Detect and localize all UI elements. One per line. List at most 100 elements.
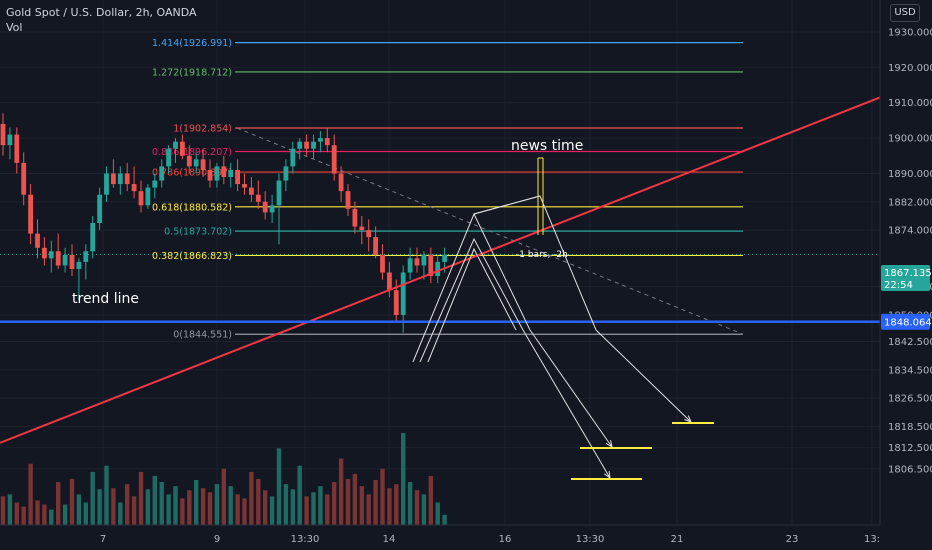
pattern-segment [473, 195, 541, 215]
candle-body [352, 208, 358, 227]
projection-arrow [529, 329, 613, 448]
candle-body [152, 180, 158, 188]
candle-body [276, 180, 282, 206]
volume-bar [200, 488, 206, 525]
candle-body [159, 166, 165, 181]
volume-bar [214, 484, 220, 525]
volume-bar [221, 468, 226, 525]
price-tick-label: 1834.500 [888, 365, 932, 376]
volume-bar [421, 494, 427, 525]
volume-bar [28, 463, 33, 525]
fib-level-label: 1.414(1926.991) [152, 38, 232, 49]
candle-body [373, 237, 378, 255]
time-tick-label: 9 [214, 534, 220, 545]
volume-bars [0, 433, 447, 525]
volume-bar [428, 475, 433, 525]
time-tick-label: 14 [383, 534, 396, 545]
volume-bar [42, 504, 47, 525]
candle-body [55, 251, 61, 266]
candle-body [311, 141, 316, 149]
volume-bar [442, 514, 447, 525]
time-axis[interactable]: 7 9 13:30 14 16 13:30 21 23 13: [0, 524, 880, 545]
candle-body [221, 166, 227, 178]
volume-bar [7, 494, 13, 525]
candle-body [28, 194, 33, 234]
drawings[interactable]: trend line news time -1 bars, -2h [0, 96, 881, 480]
volume-bar [387, 488, 392, 525]
price-tick-label: 1818.500 [888, 422, 932, 433]
volume-bar [297, 465, 302, 525]
currency-button[interactable]: USD [890, 4, 920, 22]
candle-body [428, 254, 434, 277]
candle-body [442, 254, 447, 262]
candle-body [297, 141, 303, 149]
price-tick-label: 1812.500 [888, 443, 932, 454]
pattern-triangle-2 [419, 237, 524, 363]
symbol-title[interactable]: Gold Spot / U.S. Dollar, 2h, OANDA [6, 6, 197, 19]
candle-body [331, 145, 337, 174]
volume-indicator-label[interactable]: Vol [6, 21, 23, 34]
trend-line-label: trend line [72, 291, 139, 307]
candle-body [304, 141, 309, 149]
candle-body [138, 191, 144, 206]
candle-body [235, 169, 240, 185]
volume-bar [159, 482, 164, 525]
volume-bar [76, 494, 82, 525]
volume-bar [125, 484, 130, 525]
candle-body [117, 173, 123, 185]
candle-body [380, 254, 385, 273]
volume-bar [90, 471, 95, 525]
volume-bar [14, 502, 19, 525]
volume-bar [228, 486, 233, 525]
time-tick-label: 13:30 [576, 534, 605, 545]
volume-bar [401, 433, 406, 525]
candle-body [262, 201, 268, 213]
candle-body [173, 141, 178, 149]
volume-bar [290, 489, 295, 525]
candle-body [214, 166, 220, 181]
pattern-triangle-3 [427, 247, 517, 363]
candle-body [21, 162, 27, 195]
fib-level-label: 0.618(1880.582) [152, 202, 232, 213]
chart-header: Gold Spot / U.S. Dollar, 2h, OANDA Vol [6, 5, 197, 35]
candle-body [345, 191, 351, 209]
volume-bar [145, 489, 151, 525]
pattern-triangle-1 [412, 212, 531, 363]
fibonacci-retracement[interactable]: 1.414(1926.991) 1.272(1918.712) 1(1902.854… [152, 38, 744, 341]
price-axis[interactable]: 1930.000 1920.000 1910.000 1900.000 1890.000… [879, 0, 932, 550]
volume-bar [173, 486, 178, 525]
time-tick-label: 13: [864, 534, 880, 545]
candle-body [180, 141, 185, 156]
candle-body [207, 169, 213, 181]
candle-body [76, 261, 82, 269]
price-tick-label: 1900.000 [888, 134, 932, 145]
volume-bar [83, 502, 88, 525]
time-tick-label: 7 [100, 534, 106, 545]
price-tick-label: 1890.000 [888, 169, 932, 180]
volume-bar [249, 471, 254, 525]
volume-bar [97, 489, 102, 525]
news-time-label: news time [511, 138, 583, 154]
price-tick-label: 1930.000 [888, 28, 932, 39]
candle-body [200, 159, 206, 170]
candlestick-series [0, 113, 447, 333]
bar-countdown: 22:54 [884, 280, 913, 291]
candle-body [62, 254, 68, 266]
candle-body [407, 258, 413, 273]
volume-bar [242, 498, 247, 525]
candle-body [400, 272, 406, 315]
volume-bar [338, 458, 344, 525]
projection-arrow [522, 329, 611, 479]
price-tick-label: 1920.000 [888, 63, 932, 74]
price-tick-label: 1910.000 [888, 98, 932, 109]
fib-level-label: 1(1902.854) [173, 124, 232, 135]
candle-body [393, 290, 399, 315]
volume-bar [35, 500, 40, 525]
candle-body [42, 247, 47, 259]
volume-bar [49, 509, 54, 525]
volume-bar [304, 496, 309, 525]
candle-body [359, 226, 365, 231]
candle-body [269, 205, 275, 213]
volume-bar [152, 475, 157, 525]
